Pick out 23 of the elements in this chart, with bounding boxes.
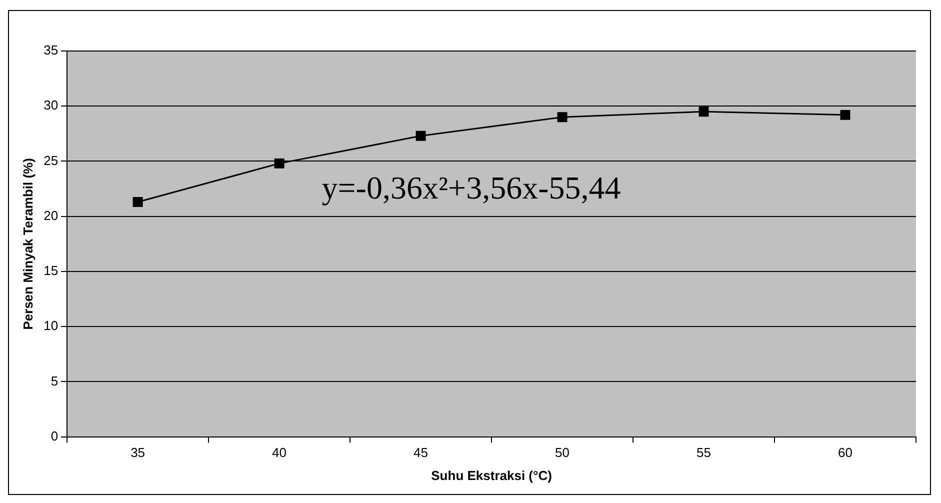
y-tick-label: 0 <box>50 428 58 444</box>
x-tick-label: 60 <box>838 445 852 460</box>
point <box>416 130 426 141</box>
y-tick-label: 20 <box>44 208 58 223</box>
y-tick-label: 35 <box>44 42 58 58</box>
point <box>698 106 709 117</box>
x-tick-label: 55 <box>696 445 711 460</box>
y-tick-label: 25 <box>44 152 58 168</box>
y-tick-label: 10 <box>44 318 58 334</box>
point <box>274 158 284 168</box>
x-tick-label: 45 <box>414 445 428 460</box>
x-axis-title: Suhu Ekstraksi (°C) <box>431 468 552 483</box>
y-tick-label: 15 <box>44 263 58 278</box>
annotation: y=-0,36x²+3,56x-55,44 <box>322 169 621 206</box>
x-tick-label: 50 <box>555 445 570 460</box>
point <box>557 112 568 122</box>
y-axis-title: Persen Minyak Terambil (%) <box>20 158 36 330</box>
point <box>132 197 143 208</box>
x-tick-label: 35 <box>130 445 146 460</box>
x-tick-label: 40 <box>272 445 287 460</box>
point <box>840 110 850 120</box>
y-tick-label: 5 <box>50 373 58 388</box>
y-tick-label: 30 <box>44 98 58 113</box>
